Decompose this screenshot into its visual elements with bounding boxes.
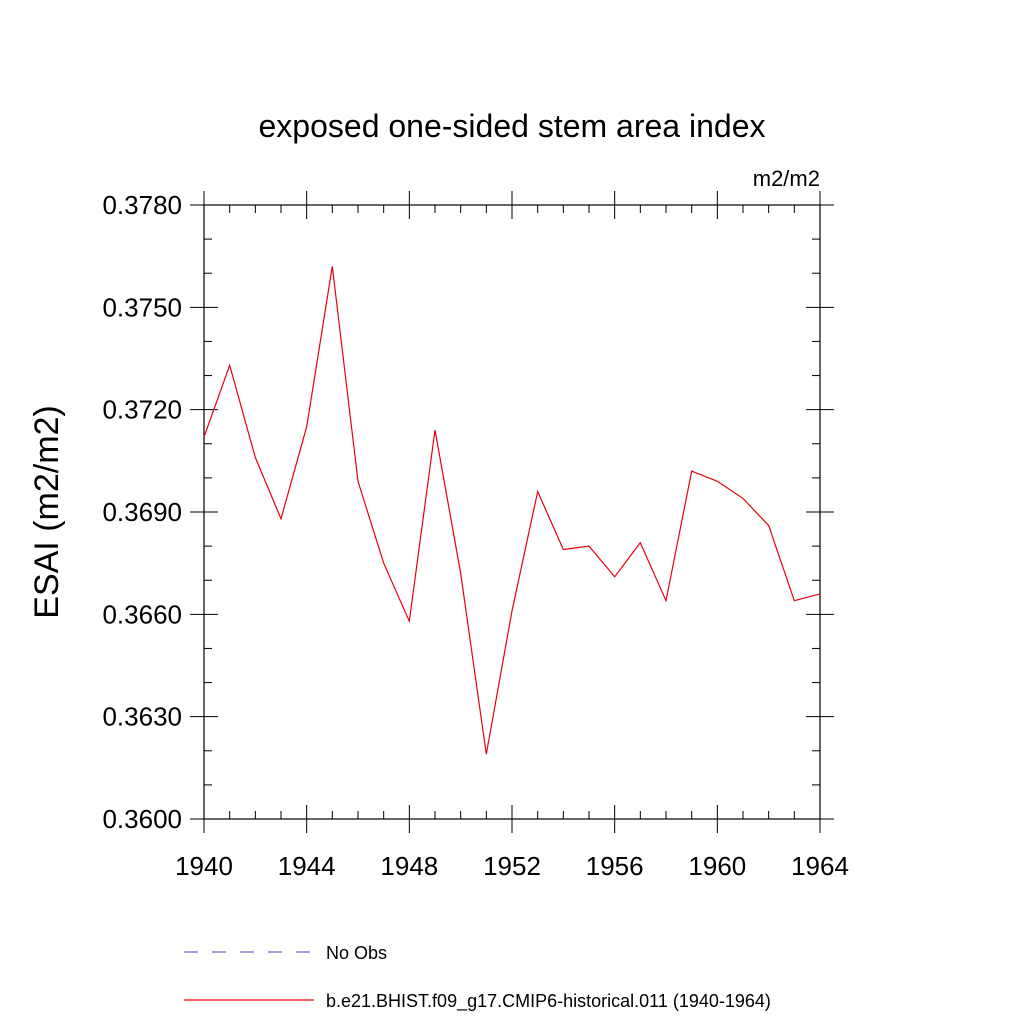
y-tick-label: 0.3720 [102, 395, 182, 425]
x-tick-label: 1960 [688, 851, 746, 881]
series-layer [203, 266, 821, 755]
legend-label-0: No Obs [326, 943, 387, 963]
y-tick-label: 0.3660 [102, 599, 182, 629]
chart-title: exposed one-sided stem area index [259, 108, 766, 144]
x-tick-label: 1948 [380, 851, 438, 881]
axis-ticks: 0.3600 0.3630 0.3660 0.3690 0.3720 0.3750 0.37… [102, 190, 848, 881]
plot-frame [203, 204, 821, 820]
x-tick-label: 1940 [175, 851, 233, 881]
y-tick-label: 0.3690 [102, 497, 182, 527]
legend: No Obs b.e21.BHIST.f09_g17.CMIP6-historic… [184, 943, 771, 1012]
x-tick-label: 1944 [278, 851, 336, 881]
y-tick-label: 0.3600 [102, 804, 182, 834]
y-tick-label: 0.3750 [102, 292, 182, 322]
y-tick-label: 0.3630 [102, 702, 182, 732]
x-tick-label: 1952 [483, 851, 541, 881]
units-label: m2/m2 [753, 166, 820, 191]
x-tick-label: 1964 [791, 851, 849, 881]
y-tick-label: 0.3780 [102, 190, 182, 220]
x-tick-label: 1956 [586, 851, 644, 881]
y-axis-label: ESAI (m2/m2) [28, 405, 66, 618]
series-line-1 [203, 266, 821, 755]
legend-label-1: b.e21.BHIST.f09_g17.CMIP6-historical.011… [326, 991, 771, 1012]
